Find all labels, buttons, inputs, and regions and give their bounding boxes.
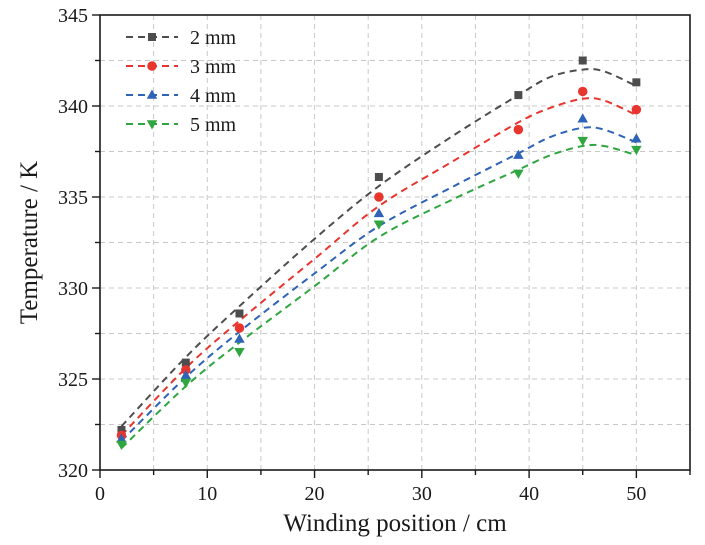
data-point-3-mm: [234, 323, 245, 333]
data-point-4-mm: [513, 149, 524, 159]
legend-marker: [146, 120, 158, 130]
y-tick-label: 330: [58, 278, 88, 300]
data-point-3-mm: [631, 104, 642, 115]
axis-ticks: 0 10 20 30 40 50 320 325 330 335 340 345: [58, 5, 691, 505]
data-point-5-mm: [373, 220, 385, 230]
legend-label: 2 mm: [190, 27, 237, 49]
x-tick-label: 20: [305, 483, 325, 505]
data-point-5-mm: [631, 145, 642, 156]
legend-marker: [148, 33, 156, 41]
legend-label: 4 mm: [190, 85, 237, 107]
grid: [100, 15, 690, 470]
data-point-5-mm: [513, 169, 524, 179]
data-point-2-mm: [117, 425, 126, 434]
data-point-4-mm: [373, 207, 385, 218]
data-point-4-mm: [631, 133, 642, 143]
x-tick-label: 40: [519, 483, 539, 505]
data-point-5-mm: [180, 378, 192, 389]
data-point-4-mm: [180, 369, 192, 380]
data-point-5-mm: [577, 136, 588, 147]
y-axis-label: Temperature / K: [16, 161, 43, 324]
data-point-2-mm: [578, 56, 587, 65]
y-tick-label: 320: [58, 460, 88, 482]
y-tick-label: 340: [58, 96, 88, 118]
x-tick-label: 50: [626, 483, 646, 505]
legend: 2 mm 3 mm 4 mm 5 mm: [126, 27, 237, 136]
data-point-4-mm: [116, 433, 127, 443]
legend-marker: [147, 61, 157, 71]
data-point-3-mm: [513, 124, 524, 135]
x-tick-label: 30: [412, 483, 432, 505]
y-tick-label: 335: [58, 187, 88, 209]
plot-frame: [99, 14, 691, 471]
data-point-4-mm: [577, 113, 588, 123]
data-point-2-mm: [514, 91, 523, 100]
data-point-5-mm: [116, 440, 127, 451]
data-point-2-mm: [632, 78, 641, 87]
data-point-2-mm: [374, 172, 383, 181]
legend-label: 3 mm: [190, 56, 237, 78]
data-point-3-mm: [374, 192, 384, 202]
y-tick-label: 345: [58, 5, 88, 27]
fit-curve-3-mm: [120, 97, 637, 437]
data-point-3-mm: [577, 86, 588, 97]
data-point-5-mm: [234, 347, 245, 358]
y-tick-label: 325: [58, 369, 88, 391]
fit-curve-2-mm: [120, 68, 637, 428]
data-point-4-mm: [234, 333, 245, 343]
data-markers: [116, 56, 642, 451]
x-tick-label: 0: [95, 483, 105, 505]
legend-label: 5 mm: [190, 114, 237, 136]
x-axis-label: Winding position / cm: [283, 510, 507, 537]
fit-curves: [120, 68, 637, 449]
x-tick-label: 10: [197, 483, 217, 505]
fit-curve-5-mm: [120, 143, 637, 449]
data-point-2-mm: [181, 358, 190, 367]
fit-curve-4-mm: [120, 126, 637, 442]
data-point-2-mm: [235, 309, 244, 318]
legend-marker: [146, 89, 158, 99]
